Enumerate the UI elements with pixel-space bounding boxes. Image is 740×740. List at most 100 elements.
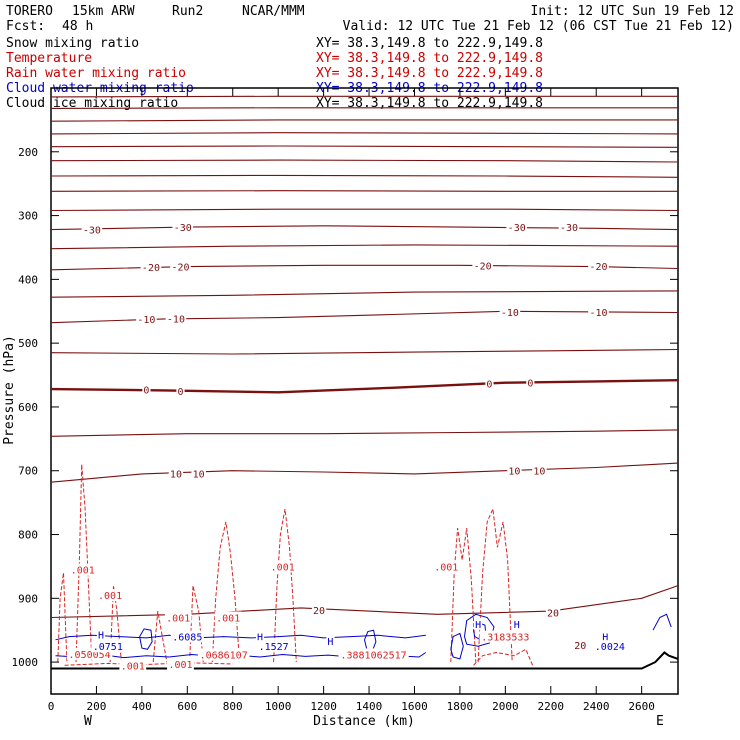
rain-contour [64, 662, 233, 666]
cloud-label-bg [96, 628, 106, 641]
cloud-label: H [98, 631, 104, 642]
cloud-label-bg [170, 630, 204, 643]
isotherm-line [50, 132, 679, 135]
east-label: E [656, 714, 664, 729]
isotherm-label-bg [142, 383, 151, 396]
fcst-value: 48 h [62, 19, 93, 34]
rain-label: .001 [98, 591, 122, 602]
isotherm-label: -30 [174, 223, 192, 234]
isotherm-line [50, 159, 679, 163]
cloud-label: H [327, 637, 333, 648]
isotherm-label-bg [499, 305, 521, 318]
cloud-contour [139, 628, 153, 650]
x-tick-label: 2600 [628, 700, 655, 713]
fcst-label: Fcst: [6, 19, 45, 34]
isotherm-line [50, 174, 679, 178]
isotherm-label: 20 [313, 606, 325, 617]
rain-contour [75, 464, 93, 663]
valid-time: Valid: 12 UTC Tue 21 Feb 12 (06 CST Tue … [343, 19, 734, 34]
isotherm-label-bg [168, 467, 184, 480]
isotherm-line [50, 95, 678, 98]
cloud-label-bg [512, 617, 521, 630]
field-name: Temperature [6, 51, 92, 66]
model-name: TORERO [6, 4, 53, 19]
isotherm-line [50, 290, 679, 298]
isotherm-label: -30 [560, 223, 578, 234]
isotherm-label: 10 [193, 469, 205, 480]
cloud-contour [364, 629, 377, 652]
field-name: Snow mixing ratio [6, 36, 139, 51]
isotherm-label-bg [472, 259, 493, 272]
isotherm-label-bg [526, 376, 535, 389]
isotherm-label: 20 [574, 641, 586, 652]
rain-label: .001 [216, 613, 240, 624]
init-time: Init: 12 UTC Sun 19 Feb 12 [531, 4, 735, 19]
x-tick-label: 2200 [538, 700, 565, 713]
run-label: Run2 [172, 4, 203, 19]
isotherm-label: -10 [501, 308, 519, 319]
isotherm-label: 0 [486, 379, 492, 390]
cloud-label: .0024 [595, 642, 625, 653]
x-tick-label: 2000 [492, 700, 519, 713]
y-axis-label: Pressure (hPa) [2, 335, 17, 445]
isotherm-line [50, 264, 679, 271]
isotherm-line [50, 379, 679, 394]
plot-frame [50, 87, 679, 695]
x-tick-label: 800 [223, 700, 243, 713]
isotherm-label: -20 [589, 262, 607, 273]
rain-label: .001 [271, 562, 295, 573]
rain-label: .001 [434, 562, 458, 573]
isotherm-label: 20 [547, 608, 559, 619]
x-tick-label: 1000 [265, 700, 292, 713]
x-tick-label: 1400 [356, 700, 383, 713]
x-axis-label: Distance (km) [313, 714, 415, 729]
isotherm-label-bg [311, 603, 327, 616]
y-tick-label: 700 [18, 465, 38, 478]
cloud-contour [55, 634, 426, 641]
rain-label: .3881062517 [340, 650, 406, 661]
rain-contour [450, 528, 477, 663]
cloud-label: H [475, 620, 481, 631]
terrain-line [51, 651, 679, 670]
cloud-label: H [257, 633, 263, 644]
rain-label-bg [164, 611, 192, 624]
rain-label-bg [167, 658, 194, 671]
isotherm-label: -10 [589, 308, 607, 319]
temperature-isotherms [50, 95, 679, 619]
cloud-contour [450, 632, 464, 660]
isotherm-label-bg [191, 467, 206, 480]
rain-contour [273, 508, 297, 663]
isotherm-label: 0 [143, 386, 149, 397]
isotherm-label-bg [485, 377, 494, 390]
rain-label: .001 [71, 566, 95, 577]
y-tick-label: 600 [18, 401, 38, 414]
isotherm-label-bg [507, 464, 522, 477]
cloud-label: .1527 [259, 642, 289, 653]
x-tick-label: 1800 [447, 700, 474, 713]
isotherm-line [50, 244, 679, 250]
x-tick-label: 400 [132, 700, 152, 713]
rain-label-bg [214, 611, 242, 624]
rain-contour [211, 521, 241, 663]
rain-label-bg [197, 648, 250, 661]
isotherm-label-bg [170, 260, 191, 273]
field-xy: XY= 38.3,149.8 to 222.9,149.8 [316, 96, 543, 111]
contour-labels: -30 -30 -30 -30 -20 -20 -20 -20 -10 -10 -10 -10 0 0 0 0… [66, 221, 627, 672]
y-tick-label: 200 [18, 146, 38, 159]
x-tick-label: 0 [48, 700, 55, 713]
x-tick-label: 1200 [310, 700, 337, 713]
x-tick-label: 1600 [401, 700, 428, 713]
x-axis-ticks: 0 200 400 600 800 1000 1200 1400 1600 1800 2000 220… [48, 88, 655, 713]
x-tick-label: 200 [86, 700, 106, 713]
isotherm-label-bg [588, 305, 609, 318]
isotherm-line [50, 429, 679, 437]
rain-label-bg [119, 659, 147, 672]
terrain-line [51, 651, 679, 670]
center-label: NCAR/MMM [242, 4, 305, 19]
cloud-contour [652, 613, 672, 631]
isotherm-label-bg [136, 312, 157, 325]
resolution: 15km ARW [72, 4, 135, 19]
isotherm-label: -30 [83, 226, 101, 237]
y-tick-label: 800 [18, 529, 38, 542]
